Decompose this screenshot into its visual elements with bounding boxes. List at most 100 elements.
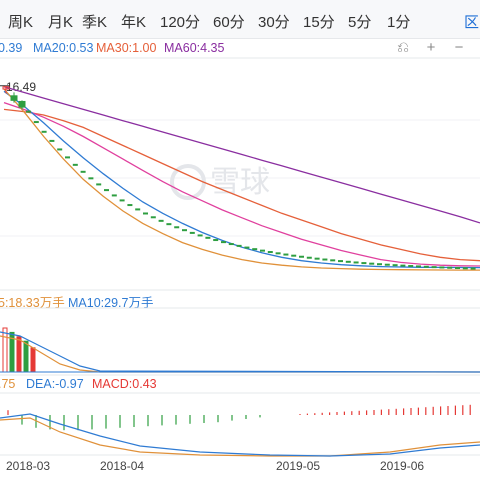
- ma60-legend: MA60:4.35: [164, 41, 225, 55]
- limit-down-bar: [260, 249, 265, 252]
- limit-down-bar: [111, 194, 117, 197]
- limit-down-bar: [96, 183, 102, 186]
- limit-down-bar: [431, 266, 437, 269]
- limit-down-bar: [221, 241, 226, 244]
- ma10-legend: 0.39: [0, 41, 23, 55]
- limit-down-bar: [361, 262, 367, 265]
- limit-down-bar: [439, 266, 445, 269]
- dea-line: [0, 413, 480, 457]
- ma-legend: 0.39 MA20:0.53 MA30:1.00 MA60:4.35: [0, 38, 480, 58]
- line-ma20: [3, 101, 480, 267]
- limit-down-bar: [127, 204, 133, 207]
- limit-down-bar: [158, 219, 164, 222]
- candle-body: [10, 95, 18, 101]
- limit-down-bar: [197, 234, 203, 237]
- limit-down-bar: [49, 139, 55, 142]
- volume-bar: [23, 340, 29, 373]
- limit-down-bar: [353, 261, 359, 264]
- limit-down-bar: [462, 267, 468, 270]
- limit-down-bar: [377, 263, 382, 266]
- limit-down-bar: [143, 212, 148, 215]
- x-label-2: 2018-04: [100, 459, 145, 473]
- line-ma60: [3, 86, 480, 224]
- limit-down-bar: [267, 251, 273, 254]
- limit-down-bar: [455, 267, 460, 270]
- limit-down-bar: [345, 260, 351, 263]
- line-ma30: [3, 108, 480, 262]
- limit-down-bar: [275, 252, 281, 255]
- period-tab-bar: 周K 月K 季K 年K 120分 60分 30分 15分 5分 1分 区: [0, 0, 480, 39]
- volume-ma5-line: [0, 335, 480, 373]
- limit-down-bar: [72, 163, 78, 166]
- dif-legend: .75: [0, 377, 16, 391]
- limit-down-bar: [330, 259, 336, 262]
- limit-down-bar: [236, 244, 242, 247]
- tab-1[interactable]: 月K: [48, 14, 74, 31]
- limit-down-bar: [447, 266, 453, 269]
- limit-down-bar: [119, 199, 125, 202]
- vol-ma5-legend: 5:18.33万手: [0, 296, 65, 310]
- candle-body: [2, 86, 10, 90]
- tab-3[interactable]: 年K: [121, 14, 147, 31]
- limit-down-bar: [41, 130, 47, 133]
- limit-down-bar: [228, 243, 234, 246]
- tab-2[interactable]: 季K: [82, 14, 108, 31]
- tab-6[interactable]: 30分: [258, 14, 290, 31]
- tab-5[interactable]: 60分: [213, 14, 245, 31]
- limit-down-bar: [392, 264, 398, 267]
- x-label-4: 2019-06: [380, 459, 425, 473]
- limit-down-bar: [88, 177, 94, 180]
- vol-ma10-legend: MA10:29.7万手: [68, 296, 154, 310]
- volume-bar: [16, 336, 22, 373]
- limit-down-bar: [384, 263, 390, 266]
- limit-down-bar: [65, 156, 70, 159]
- line-ma10: [3, 90, 480, 269]
- limit-down-bar: [306, 256, 312, 259]
- limit-down-bar: [423, 265, 429, 268]
- tab-0[interactable]: 周K: [8, 14, 34, 31]
- plus-icon[interactable]: +: [426, 39, 436, 56]
- tab-10[interactable]: 区: [464, 14, 480, 31]
- dea-legend: DEA:-0.97: [26, 377, 84, 391]
- limit-down-bar: [182, 229, 187, 232]
- tab-8[interactable]: 5分: [348, 14, 372, 31]
- line-ma5: [3, 88, 480, 271]
- limit-down-bar: [57, 148, 63, 151]
- limit-down-bar: [470, 267, 476, 270]
- limit-down-bar: [166, 223, 172, 226]
- volume-bar: [30, 347, 36, 373]
- minus-icon[interactable]: −: [454, 39, 464, 56]
- limit-down-bar: [416, 265, 421, 268]
- limit-down-bar: [135, 208, 141, 211]
- dif-line: [0, 417, 480, 457]
- tab-9[interactable]: 1分: [387, 14, 411, 31]
- limit-down-bar: [189, 231, 195, 234]
- limit-down-bar: [369, 262, 375, 265]
- reset-icon[interactable]: ⎌: [396, 39, 409, 56]
- ma20-legend: MA20:0.53: [33, 41, 94, 55]
- macd-value-legend: MACD:0.43: [92, 377, 157, 391]
- limit-down-bar: [338, 260, 343, 263]
- candle-body: [18, 100, 26, 108]
- limit-down-bar: [150, 216, 156, 219]
- watermark-text: 雪球: [210, 166, 270, 199]
- limit-down-bar: [174, 226, 180, 229]
- limit-down-bar: [322, 258, 328, 261]
- price-max-label: 16.49: [6, 80, 37, 94]
- limit-down-bar: [205, 236, 211, 239]
- tab-4[interactable]: 120分: [160, 14, 201, 31]
- limit-down-bar: [213, 239, 219, 242]
- tab-7[interactable]: 15分: [303, 14, 335, 31]
- limit-down-bar: [291, 254, 297, 257]
- limit-down-bar: [252, 248, 258, 251]
- limit-down-bar: [104, 189, 109, 192]
- x-label-3: 2019-05: [276, 459, 321, 473]
- watermark-logo: [170, 164, 206, 200]
- limit-down-bar: [314, 257, 320, 260]
- limit-down-bar: [26, 110, 31, 113]
- x-label-1: 2018-03: [6, 459, 51, 473]
- volume-ma10-line: [0, 331, 480, 373]
- limit-down-bar: [283, 253, 289, 256]
- limit-down-bar: [33, 121, 39, 124]
